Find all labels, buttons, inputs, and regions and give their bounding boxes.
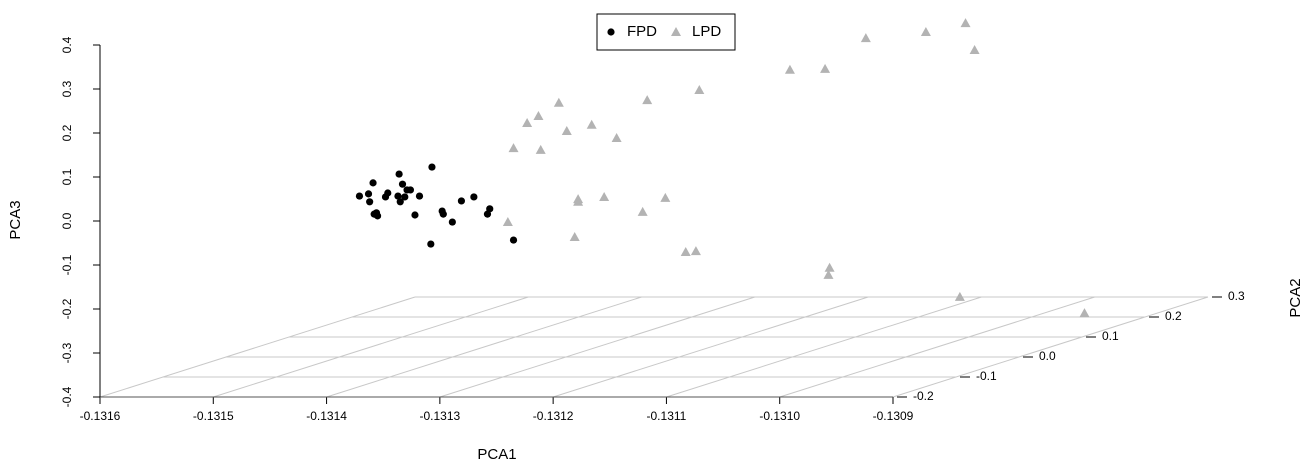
y-tick-label: 0.3 xyxy=(1228,289,1245,303)
point xyxy=(439,210,447,218)
point xyxy=(448,218,456,226)
point xyxy=(920,26,931,36)
grid-line xyxy=(99,296,416,398)
legend-label: LPD xyxy=(692,23,721,40)
legend-marker xyxy=(671,27,681,36)
point xyxy=(573,196,584,206)
y-tick-label: -0.1 xyxy=(976,369,997,383)
point xyxy=(384,189,392,197)
z-tick-label: 0.0 xyxy=(60,212,74,229)
point xyxy=(690,246,701,256)
legend-box xyxy=(596,13,736,51)
point xyxy=(535,144,546,154)
z-tick-label: -0.2 xyxy=(60,298,74,319)
point xyxy=(364,190,373,198)
z-tick-label: 0.4 xyxy=(60,36,74,53)
y-axis-label: PCA2 xyxy=(1287,278,1304,317)
grid-line xyxy=(779,296,1095,398)
point xyxy=(395,170,403,178)
grid-line xyxy=(666,296,982,398)
point xyxy=(372,209,381,217)
point xyxy=(824,262,835,272)
point xyxy=(411,211,419,219)
point xyxy=(428,163,436,171)
x-tick-label: -0.1311 xyxy=(647,409,687,423)
grid-line xyxy=(552,296,869,398)
point xyxy=(502,217,513,227)
grid-line xyxy=(213,296,529,398)
z-tick-label: -0.3 xyxy=(60,342,74,363)
z-axis-label: PCA3 xyxy=(7,200,24,239)
point xyxy=(394,192,402,200)
point xyxy=(954,291,965,301)
point xyxy=(396,198,404,206)
x-tick-label: -0.1312 xyxy=(533,409,574,423)
point xyxy=(694,85,705,95)
point xyxy=(398,180,407,188)
y-tick-label: 0.1 xyxy=(1102,329,1119,343)
x-tick-label: -0.1309 xyxy=(873,409,914,423)
point xyxy=(637,206,648,216)
point xyxy=(561,125,572,135)
point xyxy=(569,232,580,241)
point xyxy=(784,64,795,74)
x-tick-label: -0.1313 xyxy=(420,409,461,423)
x-tick-label: -0.1314 xyxy=(306,409,347,423)
z-tick-label: 0.2 xyxy=(60,124,74,141)
point xyxy=(457,197,466,205)
point xyxy=(599,191,610,201)
point xyxy=(406,186,415,194)
y-tick-label: -0.2 xyxy=(913,389,934,403)
point xyxy=(415,192,424,200)
x-tick-label: -0.1315 xyxy=(193,409,234,423)
point xyxy=(860,33,871,43)
point xyxy=(820,63,831,73)
grid-line xyxy=(892,296,1209,398)
point xyxy=(401,193,409,201)
point xyxy=(611,133,622,142)
point xyxy=(508,143,519,153)
point xyxy=(642,95,653,105)
x-tick-label: -0.1310 xyxy=(759,409,800,423)
point xyxy=(483,210,492,218)
point xyxy=(470,193,478,201)
point xyxy=(553,97,564,107)
x-axis-label: PCA1 xyxy=(477,446,516,463)
point xyxy=(355,192,364,200)
point xyxy=(680,246,691,256)
point xyxy=(427,240,435,248)
point xyxy=(969,45,980,54)
legend: FPD LPD xyxy=(596,13,736,51)
point xyxy=(533,111,544,120)
y-tick-label: 0.0 xyxy=(1039,349,1056,363)
point xyxy=(960,18,971,28)
y-tick-label: 0.2 xyxy=(1165,309,1182,323)
z-tick-label: -0.4 xyxy=(60,386,74,407)
point xyxy=(369,179,377,187)
point xyxy=(509,236,518,244)
grid-line xyxy=(439,296,756,398)
point xyxy=(1079,308,1090,318)
point xyxy=(366,198,374,206)
point xyxy=(660,192,671,202)
z-tick-label: -0.1 xyxy=(60,254,74,275)
legend-label: FPD xyxy=(627,23,657,40)
z-tick-label: 0.3 xyxy=(60,80,74,97)
point xyxy=(823,269,834,279)
legend-marker xyxy=(607,28,615,36)
z-tick-label: 0.1 xyxy=(60,168,74,185)
x-tick-label: -0.1316 xyxy=(80,409,121,423)
point xyxy=(586,119,597,129)
point xyxy=(522,118,533,128)
grid-line xyxy=(326,296,642,398)
